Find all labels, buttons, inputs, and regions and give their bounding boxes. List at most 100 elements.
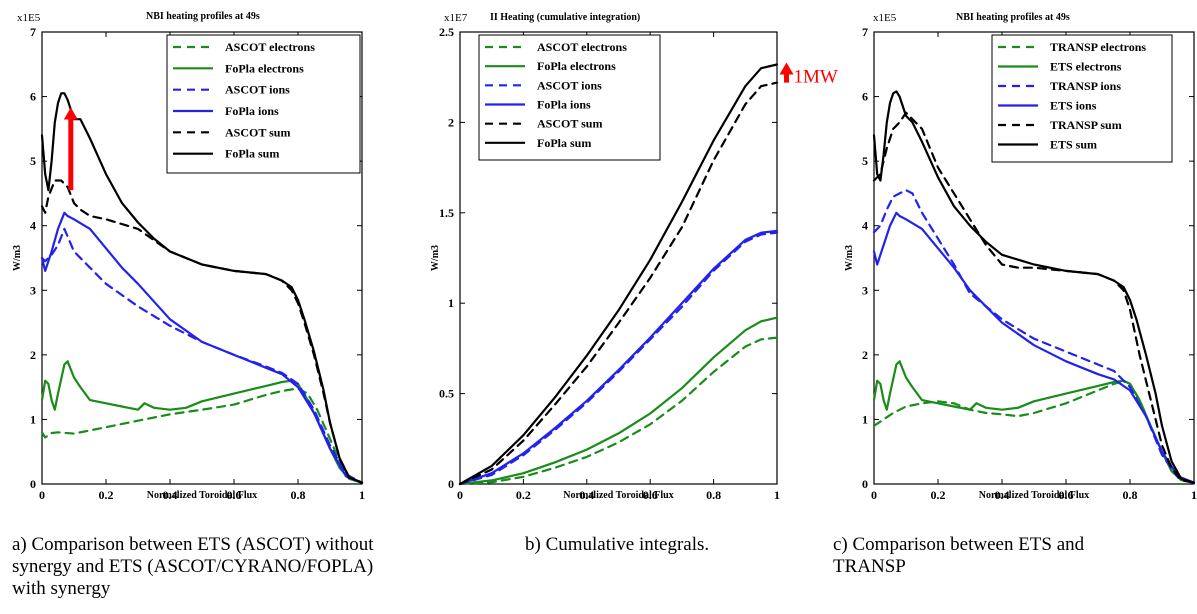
caption-c-line-1: c) Comparison between ETS and	[833, 534, 1085, 555]
series-line-ascot-sum	[40, 179, 364, 484]
x-tick-label: 0	[457, 488, 463, 502]
y-tick-label: 2.5	[439, 25, 454, 39]
x-tick-label: 0.8	[1123, 488, 1138, 502]
x-tick-label: 0.2	[99, 488, 114, 502]
caption-c-line-2: TRANSP	[833, 556, 906, 577]
x-tick-label: 0	[871, 488, 877, 502]
y-multiplier-label: x1E5	[17, 12, 41, 24]
annotation-arrow	[63, 107, 78, 191]
y-tick-label: 3	[862, 283, 868, 297]
series-line-ets-electrons	[872, 360, 1196, 484]
x-tick-label: 0	[39, 488, 45, 502]
y-multiplier-label: x1E5	[873, 12, 897, 24]
x-tick-label: 0.2	[931, 488, 946, 502]
y-tick-label: 4	[862, 219, 868, 233]
legend: TRANSP electrons ETS electrons TRANSP ions…	[991, 34, 1173, 163]
legend-entry: ETS sum	[1050, 138, 1097, 152]
legend-entry: FoPla electrons	[225, 61, 304, 75]
legend-entry: ASCOT sum	[537, 117, 602, 131]
legend-box	[991, 34, 1173, 163]
y-tick-label: 1	[448, 296, 454, 310]
y-tick-label: 5	[862, 154, 868, 168]
y-tick-label: 1	[862, 412, 868, 426]
legend-entry: ASCOT ions	[537, 78, 602, 92]
y-tick-label: 2	[30, 348, 36, 362]
arrow-shaft	[784, 72, 790, 83]
arrow-shaft	[68, 117, 74, 191]
x-tick-label: 0.6	[1059, 488, 1074, 502]
legend-entry: TRANSP ions	[1050, 79, 1121, 93]
y-tick-label: 1.5	[439, 206, 454, 220]
legend: ASCOT electrons FoPla electrons ASCOT ions…	[478, 34, 661, 161]
x-tick-label: 0.8	[291, 488, 306, 502]
x-axis-label: Normalized Toroidal Flux	[979, 490, 1089, 501]
y-tick-label: 2	[448, 115, 454, 129]
x-tick-label: 0.4	[995, 488, 1010, 502]
x-tick-label: 1	[359, 488, 365, 502]
plot-frame	[459, 31, 778, 485]
x-tick-label: 1	[1191, 488, 1197, 502]
arrow-head	[63, 107, 78, 120]
legend-entry: ETS electrons	[1050, 60, 1122, 74]
caption-a: a) Comparison between ETS (ASCOT) withou…	[12, 534, 373, 600]
y-tick-label: 7	[862, 25, 868, 39]
y-tick-label: 5	[30, 154, 36, 168]
x-tick-label: 0.4	[579, 488, 594, 502]
legend-entry: ETS ions	[1050, 99, 1097, 113]
series-line-transp-sum	[872, 111, 1196, 484]
legend-entry: ASCOT sum	[225, 125, 290, 139]
y-tick-label: 3	[30, 283, 36, 297]
caption-c: c) Comparison between ETS and TRANSP	[833, 534, 1084, 578]
chart-title: NBI heating profiles at 49s	[146, 11, 260, 22]
series-line-ascot-ions	[458, 231, 779, 486]
x-tick-label: 0.6	[643, 488, 658, 502]
legend-box	[478, 34, 661, 161]
legend-entry: FoPla electrons	[537, 59, 616, 73]
chart-title: NBI heating profiles at 49s	[956, 12, 1070, 23]
y-multiplier-label: x1E7	[444, 12, 468, 24]
annotation-arrow: 1MW	[779, 62, 838, 88]
chart-3: 0 0.2 0.4 0.6 0.8 1 0 1 2 3 4 5 6 7 Normalized Toroida…	[844, 12, 1197, 502]
legend-box	[166, 34, 361, 174]
plot-frame	[873, 31, 1195, 485]
y-tick-label: 4	[30, 219, 36, 233]
y-tick-label: 0.5	[439, 387, 454, 401]
chart-2: 0 0.2 0.4 0.6 0.8 1 0 0.5 1 1.5 2 2.5 Normalized Tor…	[430, 12, 838, 502]
x-tick-label: 0.2	[516, 488, 531, 502]
x-tick-label: 0.4	[163, 488, 178, 502]
x-tick-label: 1	[774, 488, 780, 502]
chart-1: 0 0.2 0.4 0.6 0.8 1 0 1 2 3 4 5 6 7 Normalized Toroida…	[12, 11, 365, 502]
chart-title: II Heating (cumulative integration)	[490, 12, 640, 23]
caption-a-line-2: synergy and ETS (ASCOT/CYRANO/FOPLA)	[12, 556, 374, 577]
series-line-ets-sum	[872, 90, 1196, 484]
y-tick-label: 0	[448, 477, 454, 491]
y-tick-label: 6	[862, 90, 868, 104]
y-tick-label: 6	[30, 90, 36, 104]
series-line-ascot-electrons	[40, 387, 364, 484]
caption-b-line-1: b) Cumulative integrals.	[525, 534, 710, 555]
x-tick-label: 0.6	[227, 488, 242, 502]
series-line-transp-ions	[872, 189, 1196, 484]
series-line-ascot-ions	[40, 227, 364, 484]
legend-entry: TRANSP electrons	[1050, 40, 1146, 54]
legend: ASCOT electrons FoPla electrons ASCOT ions…	[166, 34, 361, 174]
series-line-fopla-electrons	[40, 360, 364, 484]
series-line-ets-ions	[872, 211, 1196, 484]
y-axis-label: W/m3	[12, 245, 23, 271]
y-tick-label: 2	[862, 348, 868, 362]
y-tick-label: 0	[862, 477, 868, 491]
series-line-ascot-sum	[458, 81, 779, 486]
series-line-ascot-electrons	[458, 336, 779, 486]
y-tick-label: 1	[30, 412, 36, 426]
x-axis-label: Normalized Toroidal Flux	[563, 490, 673, 501]
y-tick-label: 0	[30, 477, 36, 491]
x-axis-label: Normalized Toroidal Flux	[147, 490, 257, 501]
legend-entry: ASCOT electrons	[537, 40, 627, 54]
arrow-label: 1MW	[794, 67, 838, 88]
arrow-head	[779, 62, 794, 75]
legend-entry: FoPla ions	[537, 98, 591, 112]
series-line-fopla-ions	[40, 211, 364, 484]
legend-entry: FoPla sum	[537, 136, 591, 150]
x-tick-label: 0.8	[706, 488, 721, 502]
series-line-transp-electrons	[872, 379, 1196, 484]
